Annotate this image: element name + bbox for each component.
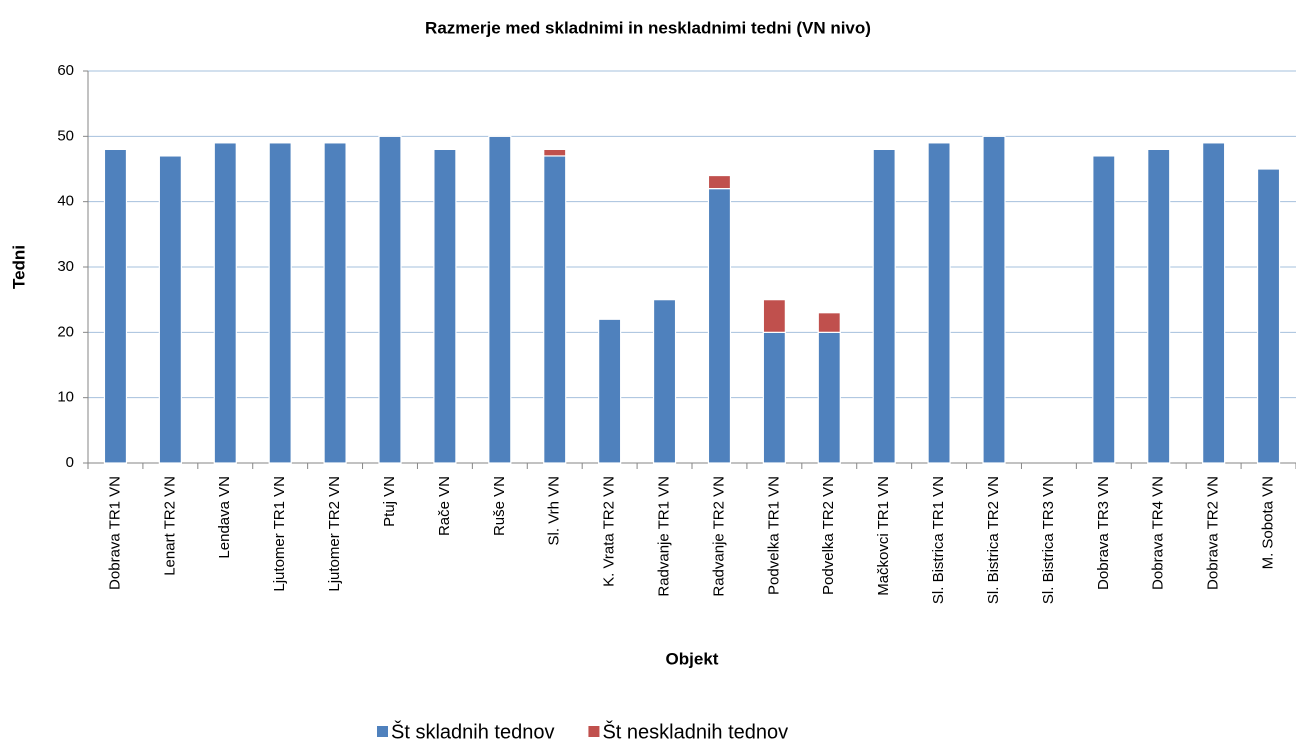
bar xyxy=(378,135,402,464)
bar xyxy=(543,148,567,157)
legend-swatch xyxy=(588,726,600,737)
bar xyxy=(652,299,677,464)
y-tick-label: 0 xyxy=(66,454,74,471)
legend-label: Št neskladnih tednov xyxy=(602,720,788,743)
y-tick-label: 50 xyxy=(57,127,74,144)
y-tick-label: 30 xyxy=(57,258,74,275)
x-tick-label: Sl. Bistrica TR1 VN xyxy=(930,476,947,604)
x-tick-label: Dobrava TR3 VN xyxy=(1095,476,1112,590)
chart-title: Razmerje med skladnimi in neskladnimi te… xyxy=(425,18,871,37)
x-tick-label: Lenart TR2 VN xyxy=(161,476,178,576)
bar xyxy=(762,299,786,333)
bar xyxy=(872,148,896,464)
bar xyxy=(707,188,732,464)
legend-swatch xyxy=(377,726,388,737)
bar xyxy=(1147,148,1171,464)
bar xyxy=(158,155,182,464)
x-axis-title: Objekt xyxy=(666,649,719,668)
bar xyxy=(433,148,457,464)
legend-label: Št skladnih tednov xyxy=(391,720,554,743)
x-tick-label: Mačkovci TR1 VN xyxy=(875,476,892,596)
x-tick-label: Podvelka TR1 VN xyxy=(765,476,782,595)
x-tick-label: Dobrava TR1 VN xyxy=(106,476,123,590)
y-tick-label: 60 xyxy=(57,62,74,79)
bar xyxy=(103,148,128,464)
y-tick-label: 20 xyxy=(57,323,74,340)
bar xyxy=(1092,155,1116,464)
x-tick-label: Radvanje TR2 VN xyxy=(710,476,727,597)
bar xyxy=(982,135,1006,464)
x-tick-label: Lendava VN xyxy=(216,476,233,559)
x-tick-label: Radvanje TR1 VN xyxy=(656,476,673,597)
x-tick-label: Sl. Vrh VN xyxy=(546,476,563,545)
x-tick-label: Ljutomer TR2 VN xyxy=(326,476,343,592)
y-tick-label: 40 xyxy=(57,193,74,210)
bar xyxy=(707,174,732,190)
bar xyxy=(598,318,622,464)
bar xyxy=(1256,168,1281,464)
x-tick-label: Rače VN xyxy=(436,476,453,536)
x-tick-label: Sl. Bistrica TR2 VN xyxy=(985,476,1002,604)
x-tick-label: Sl. Bistrica TR3 VN xyxy=(1040,476,1057,604)
bar xyxy=(817,331,841,464)
x-tick-label: M. Sobota VN xyxy=(1260,476,1277,569)
x-tick-label: Ljutomer TR1 VN xyxy=(271,476,288,592)
x-tick-label: Ptuj VN xyxy=(381,476,398,527)
bar xyxy=(268,142,292,464)
bar xyxy=(323,142,347,464)
bar xyxy=(817,312,841,333)
x-tick-label: Ruše VN xyxy=(491,476,508,536)
y-axis-title: Tedni xyxy=(9,245,28,289)
bar xyxy=(543,155,567,464)
x-tick-label: Podvelka TR2 VN xyxy=(820,476,837,595)
x-tick-label: Dobrava TR2 VN xyxy=(1205,476,1222,590)
bar xyxy=(213,142,237,464)
bar xyxy=(1202,142,1226,464)
bar xyxy=(927,142,951,464)
x-tick-label: Dobrava TR4 VN xyxy=(1150,476,1167,590)
x-tick-label: K. Vrata TR2 VN xyxy=(601,476,618,587)
bar xyxy=(488,135,512,464)
y-tick-label: 10 xyxy=(57,389,74,406)
bar xyxy=(762,331,786,464)
